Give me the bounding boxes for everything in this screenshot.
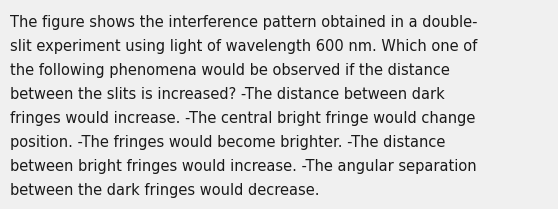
Text: between the slits is increased? -The distance between dark: between the slits is increased? -The dis… — [10, 87, 445, 102]
Text: The figure shows the interference pattern obtained in a double-: The figure shows the interference patter… — [10, 15, 478, 30]
Text: the following phenomena would be observed if the distance: the following phenomena would be observe… — [10, 63, 450, 78]
Text: between the dark fringes would decrease.: between the dark fringes would decrease. — [10, 183, 320, 198]
Text: fringes would increase. -The central bright fringe would change: fringes would increase. -The central bri… — [10, 111, 475, 126]
Text: position. -The fringes would become brighter. -The distance: position. -The fringes would become brig… — [10, 135, 445, 150]
Text: between bright fringes would increase. -The angular separation: between bright fringes would increase. -… — [10, 159, 477, 174]
Text: slit experiment using light of wavelength 600 nm. Which one of: slit experiment using light of wavelengt… — [10, 39, 477, 54]
